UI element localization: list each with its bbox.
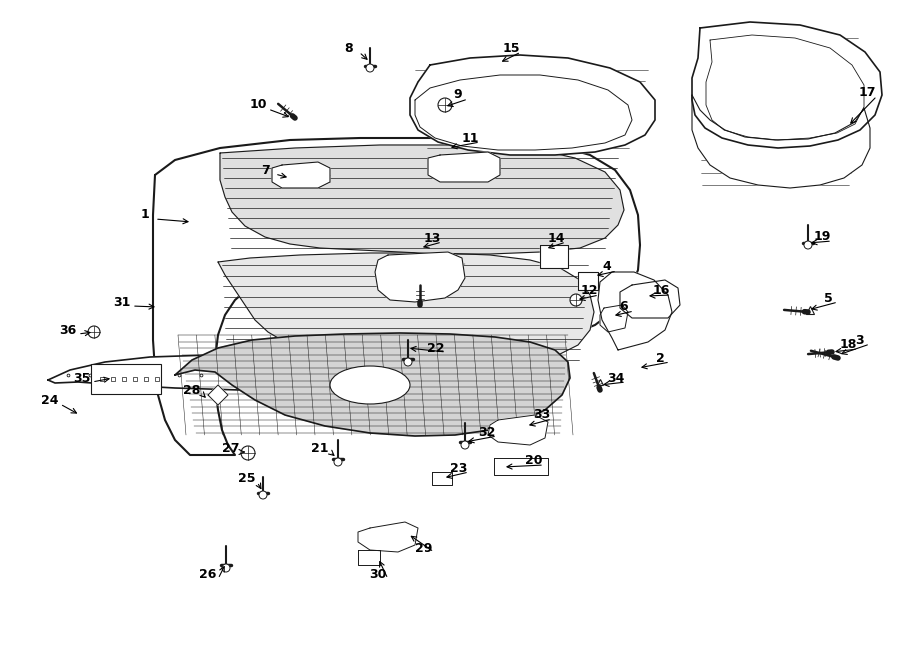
Text: 28: 28 (184, 383, 201, 397)
Text: 18: 18 (840, 338, 857, 352)
Text: 8: 8 (345, 42, 354, 54)
Text: 4: 4 (603, 260, 611, 274)
Polygon shape (540, 245, 568, 268)
Text: 17: 17 (859, 85, 876, 98)
Text: 5: 5 (824, 292, 832, 305)
Text: 15: 15 (502, 42, 520, 54)
Circle shape (88, 326, 100, 338)
Text: 2: 2 (655, 352, 664, 364)
Text: 16: 16 (652, 284, 670, 297)
Polygon shape (600, 305, 628, 332)
Circle shape (804, 241, 812, 249)
Text: 32: 32 (478, 426, 496, 438)
Polygon shape (432, 472, 452, 485)
Circle shape (241, 446, 255, 460)
Polygon shape (48, 355, 505, 394)
Text: 14: 14 (547, 231, 565, 245)
Text: 34: 34 (608, 371, 625, 385)
Text: 3: 3 (856, 334, 864, 346)
Polygon shape (578, 272, 598, 290)
Text: 22: 22 (428, 342, 445, 354)
Polygon shape (272, 162, 330, 188)
Circle shape (570, 294, 582, 306)
Text: 12: 12 (580, 284, 598, 297)
Polygon shape (415, 75, 632, 150)
Text: 21: 21 (311, 442, 328, 455)
Text: 24: 24 (41, 393, 58, 407)
Text: 29: 29 (415, 541, 433, 555)
Text: 33: 33 (534, 408, 551, 422)
Polygon shape (410, 55, 655, 155)
Text: 26: 26 (199, 568, 217, 582)
Text: 31: 31 (113, 295, 130, 309)
Polygon shape (208, 385, 228, 405)
Text: 1: 1 (140, 208, 149, 221)
Text: 10: 10 (249, 98, 266, 112)
Text: 9: 9 (454, 89, 463, 102)
Polygon shape (692, 22, 882, 148)
Text: 30: 30 (369, 568, 387, 582)
Polygon shape (692, 95, 870, 188)
Text: 20: 20 (526, 455, 543, 467)
Text: 36: 36 (59, 323, 76, 336)
Text: 35: 35 (73, 371, 91, 385)
Text: 25: 25 (238, 471, 256, 485)
Polygon shape (620, 280, 680, 318)
Circle shape (438, 98, 452, 112)
Polygon shape (220, 145, 624, 254)
Polygon shape (375, 252, 465, 302)
Text: 23: 23 (450, 461, 468, 475)
Polygon shape (428, 152, 500, 182)
Circle shape (222, 564, 230, 572)
Circle shape (366, 64, 374, 72)
Text: 6: 6 (620, 301, 628, 313)
Polygon shape (494, 458, 548, 475)
Ellipse shape (330, 366, 410, 404)
Circle shape (259, 491, 267, 499)
Text: 11: 11 (461, 132, 479, 145)
Polygon shape (706, 35, 864, 140)
Circle shape (404, 358, 412, 366)
Polygon shape (218, 253, 594, 366)
Polygon shape (175, 333, 570, 436)
Polygon shape (153, 138, 640, 455)
Circle shape (334, 458, 342, 466)
Text: 27: 27 (222, 442, 239, 455)
Text: 7: 7 (261, 163, 269, 176)
Polygon shape (598, 272, 672, 350)
Polygon shape (358, 550, 380, 565)
Text: 13: 13 (423, 231, 441, 245)
FancyBboxPatch shape (91, 364, 161, 394)
Polygon shape (488, 415, 548, 445)
Text: 19: 19 (814, 231, 831, 243)
Circle shape (461, 441, 469, 449)
Polygon shape (358, 522, 418, 552)
